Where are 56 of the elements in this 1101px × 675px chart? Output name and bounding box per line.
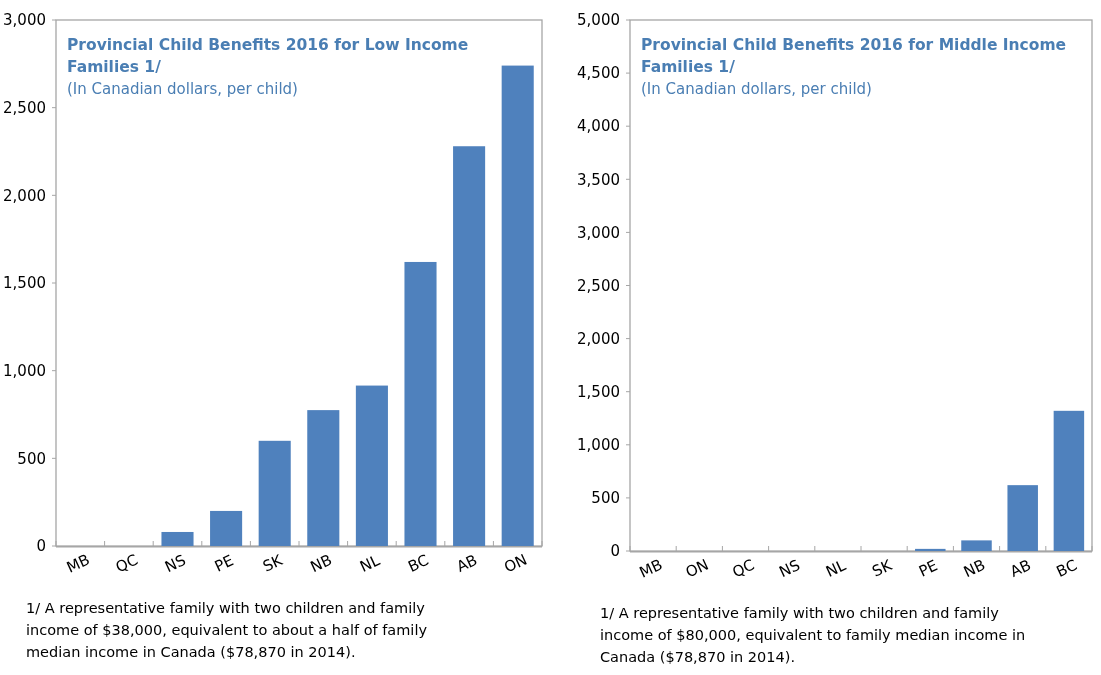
text: (In Canadian dollars, per child) (67, 80, 298, 98)
x-tick-label: SK (260, 550, 287, 576)
bar (355, 385, 388, 546)
x-tick-label: NS (162, 550, 189, 577)
y-tick-label: 3,000 (577, 223, 620, 242)
text: 1/ A representative family with two children and family income of $38,000, equivalent to about a half of family median income in Canada ($78,870 in 2014). (26, 600, 428, 660)
y-tick-label: 5,000 (577, 11, 620, 30)
text: Provincial Child Benefits 2016 for Low Income Families 1/ (67, 36, 469, 76)
y-tick-label: 500 (591, 489, 620, 508)
y-tick-label: 0 (610, 542, 620, 561)
x-tick-label: NB (307, 550, 335, 577)
y-tick-label: 3,500 (577, 170, 620, 189)
bar (1053, 410, 1085, 551)
bar (1007, 485, 1038, 551)
bar (501, 65, 534, 546)
bar (404, 261, 437, 546)
y-tick-label: 1,500 (3, 274, 46, 293)
bar (258, 440, 291, 546)
x-tick-label: QC (729, 555, 758, 582)
x-tick-label: ON (682, 555, 712, 582)
x-tick-label: PE (211, 551, 237, 576)
x-tick-label: NL (357, 550, 384, 576)
y-tick-label: 1,000 (3, 361, 46, 380)
bar (915, 548, 946, 551)
x-tick-label: SK (869, 555, 896, 581)
x-tick-label: BC (1053, 555, 1080, 581)
x-tick-label: MB (636, 555, 666, 582)
y-tick-label: 4,000 (577, 117, 620, 136)
x-tick-label: NL (823, 555, 850, 581)
bar (961, 540, 992, 551)
y-tick-label: 2,000 (3, 186, 46, 205)
y-tick-label: 3,000 (3, 11, 46, 30)
bar (307, 410, 340, 546)
text: (In Canadian dollars, per child) (641, 80, 872, 98)
y-tick-label: 1,000 (577, 436, 620, 455)
x-tick-label: ON (501, 550, 530, 577)
y-tick-label: 2,000 (577, 329, 620, 348)
y-tick-label: 0 (36, 537, 46, 556)
x-tick-label: BC (405, 550, 432, 576)
x-tick-label: NS (776, 555, 803, 582)
y-tick-label: 2,500 (577, 276, 620, 295)
x-tick-label: QC (112, 550, 141, 577)
x-tick-label: AB (1007, 555, 1034, 581)
y-tick-label: 2,500 (3, 98, 46, 117)
bar (210, 510, 243, 546)
text: 1/ A representative family with two children and family income of $80,000, equivalent to family median income in Canada ($78,870 in 2014). (600, 605, 1026, 665)
bar (161, 531, 194, 546)
x-tick-label: MB (63, 550, 93, 577)
x-tick-label: NB (960, 555, 988, 582)
y-tick-label: 500 (17, 449, 46, 468)
x-tick-label: PE (915, 556, 941, 581)
x-tick-label: AB (453, 550, 481, 576)
y-tick-label: 1,500 (577, 382, 620, 401)
bar (453, 146, 486, 546)
text: Provincial Child Benefits 2016 for Middle Income Families 1/ (641, 36, 1067, 76)
y-tick-label: 4,500 (577, 64, 620, 83)
